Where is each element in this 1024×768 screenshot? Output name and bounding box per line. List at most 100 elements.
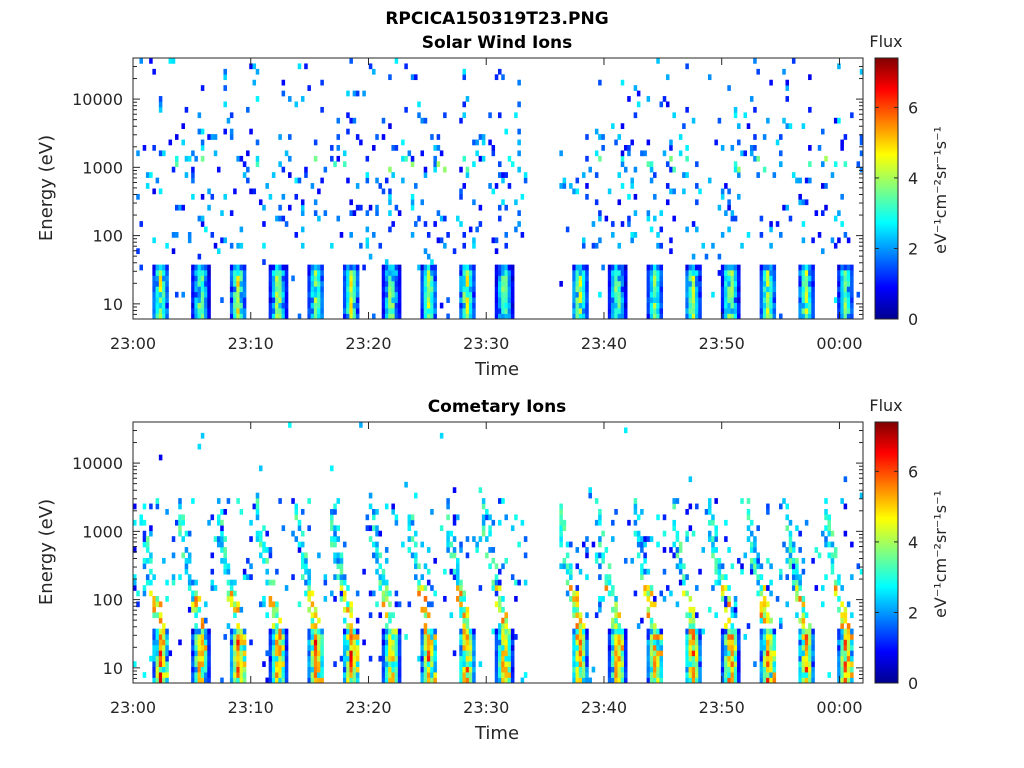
- heatmap-cell: [727, 270, 731, 276]
- heatmap-cell: [472, 302, 476, 309]
- heatmap-cell: [317, 291, 321, 298]
- heatmap-cell: [504, 308, 508, 314]
- y-axis-label: Energy (eV): [36, 135, 57, 241]
- heatmap-cell: [672, 215, 676, 222]
- heatmap-cell: [494, 237, 499, 244]
- heatmap-cell: [281, 275, 286, 282]
- heatmap-cell: [811, 308, 815, 314]
- heatmap-cell: [194, 628, 198, 635]
- heatmap-cell: [152, 655, 156, 662]
- heatmap-cell: [753, 134, 757, 140]
- heatmap-cell: [152, 634, 156, 640]
- heatmap-cell: [698, 264, 702, 271]
- heatmap-cell: [242, 313, 247, 320]
- heatmap-cell: [827, 514, 831, 521]
- heatmap-cell: [656, 286, 660, 293]
- heatmap-cell: [737, 644, 741, 651]
- heatmap-cell: [271, 634, 276, 640]
- heatmap-cell: [284, 639, 289, 646]
- heatmap-cell: [207, 650, 211, 657]
- heatmap-cell: [620, 634, 625, 640]
- heatmap-cell: [837, 286, 841, 293]
- heatmap-cell: [439, 150, 444, 157]
- heatmap-cell: [174, 519, 179, 526]
- heatmap-cell: [368, 503, 373, 510]
- heatmap-cell: [149, 58, 153, 64]
- heatmap-cell: [426, 264, 431, 271]
- heatmap-cell: [355, 302, 360, 309]
- heatmap-cell: [346, 291, 350, 298]
- heatmap-cell: [498, 161, 502, 168]
- heatmap-cell: [746, 536, 751, 542]
- heatmap-cell: [510, 628, 515, 635]
- heatmap-cell: [769, 634, 773, 640]
- heatmap-cell: [187, 552, 192, 559]
- heatmap-cell: [210, 585, 215, 591]
- heatmap-cell: [695, 302, 699, 309]
- heatmap-cell: [229, 242, 234, 249]
- heatmap-cell: [320, 280, 324, 287]
- heatmap-cell: [381, 666, 386, 673]
- heatmap-cell: [559, 541, 563, 548]
- heatmap-cell: [194, 655, 198, 662]
- heatmap-cell: [381, 644, 386, 651]
- heatmap-cell: [414, 574, 418, 580]
- heatmap-cell: [252, 188, 257, 195]
- heatmap-cell: [142, 145, 147, 151]
- heatmap-cell: [575, 302, 580, 309]
- heatmap-cell: [585, 661, 589, 667]
- heatmap-cell: [675, 536, 680, 542]
- heatmap-cell: [672, 519, 676, 526]
- heatmap-cell: [611, 644, 615, 651]
- heatmap-cell: [426, 644, 431, 651]
- heatmap-cell: [229, 666, 234, 673]
- heatmap-cell: [562, 557, 567, 564]
- heatmap-cell: [840, 628, 844, 635]
- heatmap-cell: [433, 650, 437, 657]
- heatmap-cell: [384, 280, 389, 287]
- heatmap-cell: [459, 585, 463, 591]
- heatmap-cell: [284, 150, 289, 157]
- heatmap-cell: [653, 302, 657, 309]
- heatmap-cell: [498, 519, 502, 526]
- heatmap-cell: [223, 568, 227, 575]
- heatmap-cell: [614, 297, 618, 303]
- heatmap-cell: [840, 193, 844, 200]
- heatmap-cell: [242, 297, 247, 303]
- heatmap-cell: [433, 286, 437, 293]
- heatmap-cell: [165, 280, 169, 287]
- heatmap-cell: [737, 123, 741, 129]
- heatmap-cell: [152, 666, 156, 673]
- heatmap-cell: [688, 639, 693, 646]
- heatmap-cell: [646, 677, 651, 684]
- heatmap-cell: [772, 308, 777, 314]
- heatmap-cell: [785, 204, 790, 211]
- heatmap-cell: [375, 134, 379, 140]
- heatmap-cell: [220, 547, 224, 553]
- heatmap-cell: [730, 661, 735, 667]
- heatmap-cell: [711, 547, 715, 553]
- heatmap-cell: [611, 280, 615, 287]
- heatmap-cell: [611, 308, 615, 314]
- heatmap-cell: [646, 639, 651, 646]
- heatmap-cell: [685, 536, 689, 542]
- heatmap-cell: [404, 106, 408, 113]
- heatmap-cell: [391, 172, 395, 178]
- heatmap-cell: [607, 639, 612, 646]
- heatmap-cell: [310, 302, 315, 309]
- heatmap-cell: [423, 650, 428, 657]
- heatmap-cell: [310, 666, 315, 673]
- heatmap-cell: [753, 557, 757, 564]
- heatmap-cell: [643, 536, 647, 542]
- heatmap-cell: [714, 536, 718, 542]
- heatmap-cell: [456, 215, 460, 222]
- heatmap-cell: [352, 650, 357, 657]
- heatmap-cell: [262, 661, 266, 667]
- heatmap-cell: [766, 639, 770, 646]
- heatmap-cell: [633, 85, 638, 91]
- heatmap-cell: [165, 270, 169, 276]
- heatmap-cell: [601, 596, 605, 602]
- heatmap-cell: [714, 568, 718, 575]
- heatmap-cell: [355, 297, 360, 303]
